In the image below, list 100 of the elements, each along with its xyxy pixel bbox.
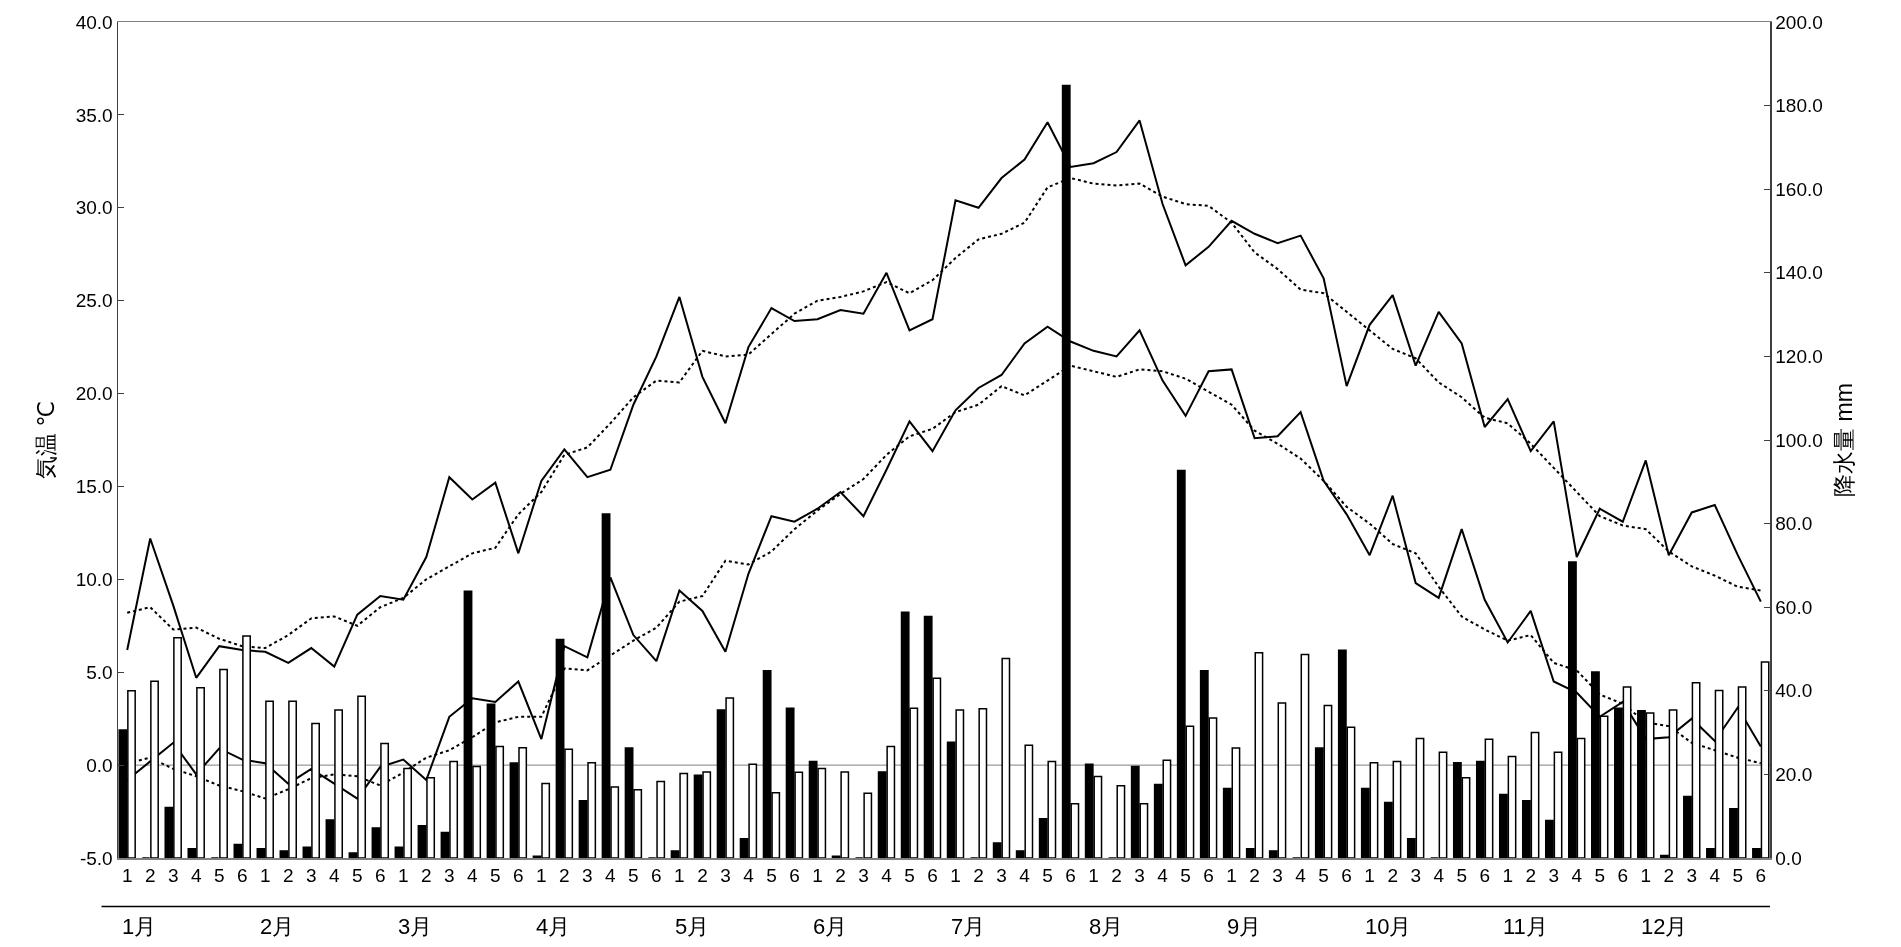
y2-tick-label: 200.0 — [1775, 11, 1823, 33]
y-tick-label: 5.0 — [86, 661, 113, 683]
x-tick-label: 1 — [674, 865, 685, 887]
y2-tick-label: 60.0 — [1775, 596, 1813, 618]
y2-tick-label: 120.0 — [1775, 346, 1823, 368]
x-tick-label: 6 — [1755, 865, 1767, 887]
x-tick-label: 2 — [1663, 865, 1675, 887]
x-tick-label: 5 — [766, 865, 777, 887]
x-tick-label: 5 — [1732, 865, 1744, 887]
text: 6月 — [813, 914, 848, 939]
text: 5月 — [675, 914, 710, 939]
y-tick-label: 0.0 — [86, 754, 113, 776]
text: 1月 — [122, 914, 157, 939]
y-tick-label: 15.0 — [75, 476, 113, 498]
x-tick-label: 6 — [1341, 865, 1352, 887]
text: 12月 — [1641, 914, 1688, 939]
x-tick-label: 3 — [1272, 865, 1283, 887]
y-tick-label: 20.0 — [75, 383, 113, 405]
x-tick-label: 3 — [858, 865, 869, 887]
x-tick-label: 4 — [467, 865, 479, 887]
text: 10月 — [1365, 914, 1412, 939]
x-tick-label: 5 — [1318, 865, 1329, 887]
x-tick-label: 4 — [1709, 865, 1721, 887]
x-tick-label: 3 — [996, 865, 1007, 887]
y2-tick-label: 140.0 — [1775, 262, 1823, 284]
y-axis-title: 気温 ℃ — [33, 400, 60, 480]
x-tick-label: 1 — [1088, 865, 1099, 887]
y-tick-label: -5.0 — [79, 847, 113, 869]
x-tick-label: 2 — [1249, 865, 1260, 887]
x-tick-label: 1 — [812, 865, 823, 887]
x-tick-label: 6 — [789, 865, 800, 887]
text: 8月 — [1089, 914, 1124, 939]
x-tick-label: 4 — [1433, 865, 1445, 887]
text: 9月 — [1227, 914, 1262, 939]
x-tick-label: 2 — [1525, 865, 1536, 887]
x-tick-label: 5 — [904, 865, 915, 887]
x-tick-label: 6 — [513, 865, 524, 887]
y-tick-label: 35.0 — [75, 104, 113, 126]
text: 3月 — [398, 914, 433, 939]
x-tick-label: 4 — [1571, 865, 1583, 887]
x-tick-label: 6 — [1065, 865, 1076, 887]
x-tick-label: 4 — [881, 865, 893, 887]
x-tick-label: 6 — [236, 865, 248, 887]
text: 2月 — [260, 914, 295, 939]
x-tick-label: 5 — [1180, 865, 1191, 887]
x-tick-label: 2 — [697, 865, 708, 887]
x-tick-label: 4 — [743, 865, 755, 887]
x-tick-label: 1 — [1364, 865, 1375, 887]
x-tick-label: 6 — [651, 865, 662, 887]
x-tick-label: 2 — [282, 865, 294, 887]
x-tick-label: 6 — [1203, 865, 1214, 887]
x-tick-label: 4 — [1157, 865, 1169, 887]
text: 11月 — [1503, 914, 1548, 939]
x-tick-label: 3 — [1686, 865, 1698, 887]
y2-axis-title: 降水量 mm — [1831, 383, 1858, 497]
x-tick-label: 2 — [559, 865, 570, 887]
x-tick-label: 5 — [352, 865, 363, 887]
x-tick-label: 3 — [305, 865, 317, 887]
x-tick-label: 3 — [720, 865, 731, 887]
y-tick-label: 30.0 — [75, 197, 113, 219]
x-tick-label: 1 — [1640, 865, 1652, 887]
x-tick-label: 3 — [444, 865, 455, 887]
x-tick-label: 3 — [1548, 865, 1560, 887]
y-tick-label: 40.0 — [75, 11, 113, 33]
text: 7月 — [951, 914, 986, 939]
x-tick-label: 6 — [1479, 865, 1490, 887]
y2-tick-label: 80.0 — [1775, 513, 1813, 535]
x-tick-label: 1 — [398, 865, 409, 887]
y2-tick-label: 180.0 — [1775, 95, 1823, 117]
x-tick-label: 3 — [1134, 865, 1145, 887]
x-tick-label: 4 — [605, 865, 617, 887]
y2-tick-label: 40.0 — [1775, 680, 1813, 702]
x-tick-label: 5 — [1042, 865, 1053, 887]
x-tick-label: 5 — [1594, 865, 1606, 887]
x-tick-label: 4 — [1019, 865, 1031, 887]
x-tick-label: 6 — [927, 865, 938, 887]
x-tick-label: 2 — [421, 865, 432, 887]
y2-tick-label: 20.0 — [1775, 764, 1813, 786]
y-tick-label: 25.0 — [75, 290, 113, 312]
x-tick-label: 2 — [144, 865, 156, 887]
x-tick-label: 3 — [582, 865, 593, 887]
x-tick-label: 4 — [1295, 865, 1307, 887]
y2-tick-label: 0.0 — [1775, 847, 1802, 869]
x-tick-label: 1 — [121, 865, 133, 887]
y2-tick-label: 160.0 — [1775, 178, 1823, 200]
x-tick-label: 1 — [1226, 865, 1237, 887]
x-tick-label: 5 — [490, 865, 501, 887]
x-tick-label: 2 — [1387, 865, 1398, 887]
x-tick-label: 3 — [1410, 865, 1421, 887]
x-tick-label: 6 — [1617, 865, 1629, 887]
x-tick-label: 1 — [950, 865, 961, 887]
x-tick-label: 2 — [835, 865, 846, 887]
x-tick-label: 2 — [1111, 865, 1122, 887]
x-tick-label: 4 — [328, 865, 340, 887]
x-tick-label: 6 — [375, 865, 386, 887]
x-tick-label: 5 — [1456, 865, 1467, 887]
y-tick-label: 10.0 — [75, 568, 113, 590]
text: 4月 — [536, 914, 571, 939]
x-tick-label: 1 — [1502, 865, 1513, 887]
x-tick-label: 3 — [167, 865, 179, 887]
